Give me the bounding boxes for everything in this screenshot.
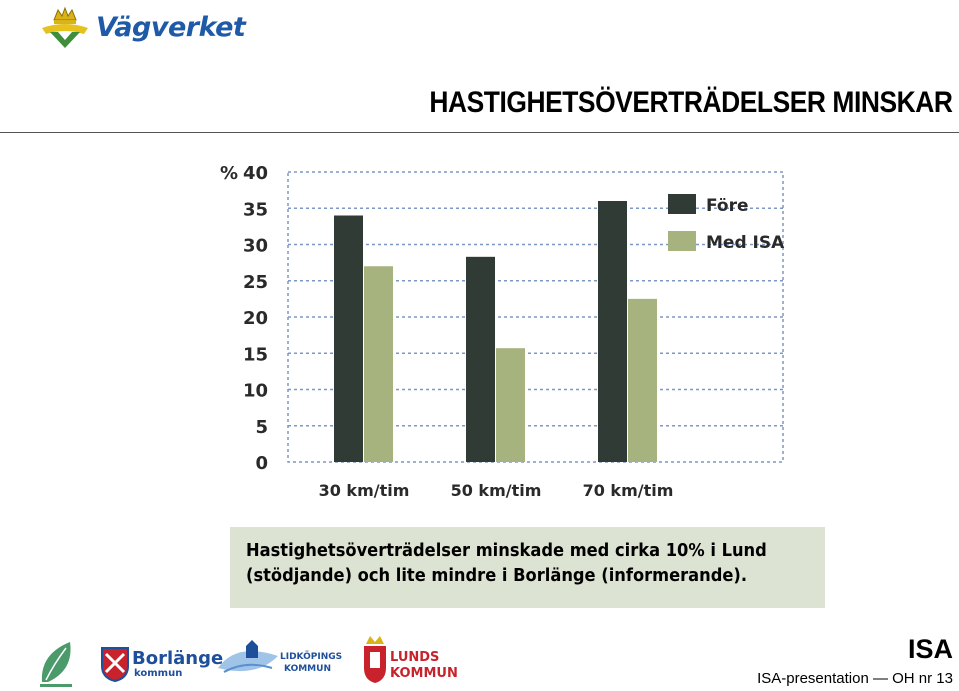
- legend-label: Med ISA: [706, 233, 785, 253]
- caption-box: Hastighetsöverträdelser minskade med cir…: [230, 527, 825, 608]
- vagverket-logo: Vägverket: [40, 4, 246, 50]
- y-tick-label: 20: [243, 308, 268, 329]
- y-tick-label: 0: [255, 453, 268, 474]
- bar-med-isa: [496, 348, 525, 462]
- isa-mark: ISA: [907, 634, 953, 664]
- bar-fore: [334, 215, 363, 462]
- borlange-shield-icon: [101, 647, 129, 682]
- lidkoping-crest-icon: [218, 640, 278, 673]
- y-unit-label: %: [220, 163, 238, 184]
- legend-swatch: [668, 194, 696, 214]
- x-category-label: 30 km/tim: [319, 481, 410, 500]
- lund-logo-subtext: KOMMUN: [390, 666, 458, 681]
- borlange-logo-subtext: kommun: [134, 668, 183, 679]
- lund-logo-text: LUNDS: [390, 650, 440, 665]
- partner-logos: Borlänge kommun LIDKÖPINGS KOMMUN LUNDS …: [30, 628, 460, 690]
- y-tick-label: 5: [255, 417, 268, 438]
- legend-swatch: [668, 231, 696, 251]
- slide-title: HASTIGHETSÖVERTRÄDELSER MINSKAR: [429, 86, 954, 119]
- bar-med-isa: [364, 266, 393, 462]
- crown-crest-icon: [42, 6, 88, 48]
- borlange-logo-text: Borlänge: [132, 648, 224, 669]
- slide-reference: ISA-presentation — OH nr 13: [757, 670, 953, 687]
- y-tick-label: 10: [243, 381, 268, 402]
- bar-med-isa: [628, 298, 657, 462]
- brand-name: Vägverket: [96, 12, 246, 43]
- bar-chart: 0 5 10 15 20 25 30 35 40% 30 km/tim 50 km/tim 70 km…: [220, 163, 785, 500]
- leaf-logo-icon: [40, 642, 72, 687]
- legend-label: Före: [706, 196, 749, 216]
- lidkoping-logo-subtext: KOMMUN: [284, 664, 331, 674]
- bar-fore: [598, 201, 627, 462]
- caption-line-2: (stödjande) och lite mindre i Borlänge (…: [246, 566, 748, 586]
- y-tick-label: 30: [243, 236, 268, 257]
- lidkoping-logo-text: LIDKÖPINGS: [280, 652, 343, 662]
- x-category-label: 70 km/tim: [583, 481, 674, 500]
- y-tick-label: 35: [243, 199, 268, 220]
- y-tick-label: 40: [243, 163, 268, 184]
- title-divider: [0, 132, 959, 133]
- y-tick-label: 15: [243, 344, 268, 365]
- bar-fore: [466, 256, 495, 462]
- caption-line-1: Hastighetsöverträdelser minskade med cir…: [246, 541, 767, 561]
- y-tick-label: 25: [243, 272, 268, 293]
- x-category-label: 50 km/tim: [451, 481, 542, 500]
- lund-crest-icon: [364, 636, 386, 683]
